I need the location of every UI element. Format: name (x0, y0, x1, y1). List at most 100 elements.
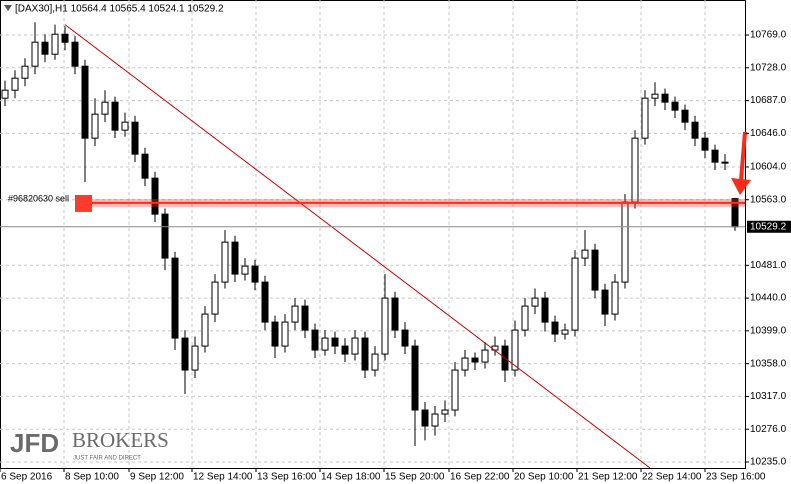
candle-body (361, 337, 369, 371)
candle-body (621, 201, 629, 283)
candle-body (11, 77, 19, 91)
candle-body (711, 149, 719, 163)
x-tick-label: 6 Sep 2016 (1, 472, 53, 483)
candle-body (161, 213, 169, 259)
y-tick-label: 10235.0 (750, 457, 787, 468)
candle-body (111, 101, 119, 131)
x-tick-label: 20 Sep 10:00 (514, 472, 574, 483)
candle-body (201, 313, 209, 347)
candle-body (191, 345, 199, 371)
candles (1, 22, 739, 447)
x-tick-label: 13 Sep 16:00 (257, 472, 317, 483)
current-price-box (747, 220, 791, 233)
candle-body (251, 265, 259, 283)
candle-body (541, 297, 549, 323)
candle-body (61, 33, 69, 43)
y-tick-label: 10646.0 (750, 128, 787, 139)
y-tick-label: 10728.0 (750, 62, 787, 73)
candle-body (631, 137, 639, 203)
candle-body (611, 281, 619, 315)
candle-body (181, 337, 189, 371)
candle-body (171, 257, 179, 339)
candle-body (581, 249, 589, 259)
candle-body (651, 93, 659, 99)
candle-body (371, 353, 379, 371)
candle-body (441, 409, 449, 415)
y-tick-label: 10440.0 (750, 293, 787, 304)
arrow-head (731, 178, 751, 195)
candle-body (271, 321, 279, 347)
x-tick-label: 12 Sep 14:00 (193, 472, 253, 483)
arrow-shaft (739, 131, 747, 181)
candle-body (31, 41, 39, 67)
candle-body (151, 177, 159, 215)
x-tick-label: 22 Sep 14:00 (642, 472, 702, 483)
candle-body (691, 121, 699, 139)
candle-body (571, 257, 579, 331)
candle-body (41, 41, 49, 55)
candle-body (331, 337, 339, 347)
candle-body (471, 357, 479, 363)
candle-body (121, 121, 129, 131)
candle-body (81, 65, 89, 139)
candle-body (401, 329, 409, 347)
candle-body (671, 101, 679, 111)
candle-body (141, 153, 149, 179)
symbol-icon (4, 5, 12, 11)
candle-body (301, 305, 309, 331)
candle-body (291, 305, 299, 323)
candle-body (391, 297, 399, 331)
x-tick-label: 15 Sep 20:00 (385, 472, 445, 483)
candle-body (51, 33, 59, 55)
y-tick-label: 10358.0 (750, 358, 787, 369)
logo-tagline: JUST FAIR AND DIRECT (73, 456, 141, 462)
candle-body (91, 113, 99, 139)
candle-body (341, 345, 349, 355)
chart-title: [DAX30],H1 10564.4 10565.4 10524.1 10529… (15, 4, 224, 15)
candle-body (311, 329, 319, 351)
order-marker (75, 194, 92, 212)
candle-body (351, 337, 359, 355)
candle-body (281, 321, 289, 347)
candle-body (601, 289, 609, 315)
candle-body (21, 65, 29, 79)
candle-body (211, 281, 219, 315)
grid (0, 0, 745, 468)
candle-body (521, 305, 529, 331)
candle-body (321, 337, 329, 351)
watermark: JFD BROKERS JUST FAIR AND DIRECT (10, 428, 169, 462)
candle-body (71, 41, 79, 67)
candle-body (661, 93, 669, 103)
candle-body (1, 89, 9, 99)
logo-brand: JFD (10, 428, 59, 458)
candle-body (451, 369, 459, 411)
x-tick-label: 16 Sep 22:00 (450, 472, 510, 483)
candle-body (511, 329, 519, 371)
candle-body (641, 97, 649, 139)
y-tick-label: 10687.0 (750, 95, 787, 106)
candle-body (551, 321, 559, 335)
candle-body (241, 265, 249, 275)
y-tick-label: 10563.0 (750, 194, 787, 205)
candle-body (231, 241, 239, 275)
y-tick-label: 10604.0 (750, 162, 787, 173)
candle-body (481, 349, 489, 363)
candle-body (261, 281, 269, 323)
plot-area (0, 0, 746, 469)
x-tick-label: 14 Sep 18:00 (321, 472, 381, 483)
candle-body (101, 101, 109, 115)
overlays: #96820630 sell (0, 24, 751, 469)
y-tick-label: 10276.0 (750, 424, 787, 435)
candle-body (131, 121, 139, 155)
x-tick-label: 9 Sep 12:00 (130, 472, 184, 483)
x-tick-label: 21 Sep 12:00 (578, 472, 638, 483)
x-tick-label: 8 Sep 10:00 (65, 472, 119, 483)
trend-line (64, 24, 651, 469)
x-tick-label: 23 Sep 16:00 (706, 472, 766, 483)
current-price-label: 10529.2 (750, 221, 787, 232)
candle-body (381, 297, 389, 355)
y-tick-label: 10481.0 (750, 260, 787, 271)
candle-body (701, 137, 709, 151)
candle-body (721, 161, 729, 164)
